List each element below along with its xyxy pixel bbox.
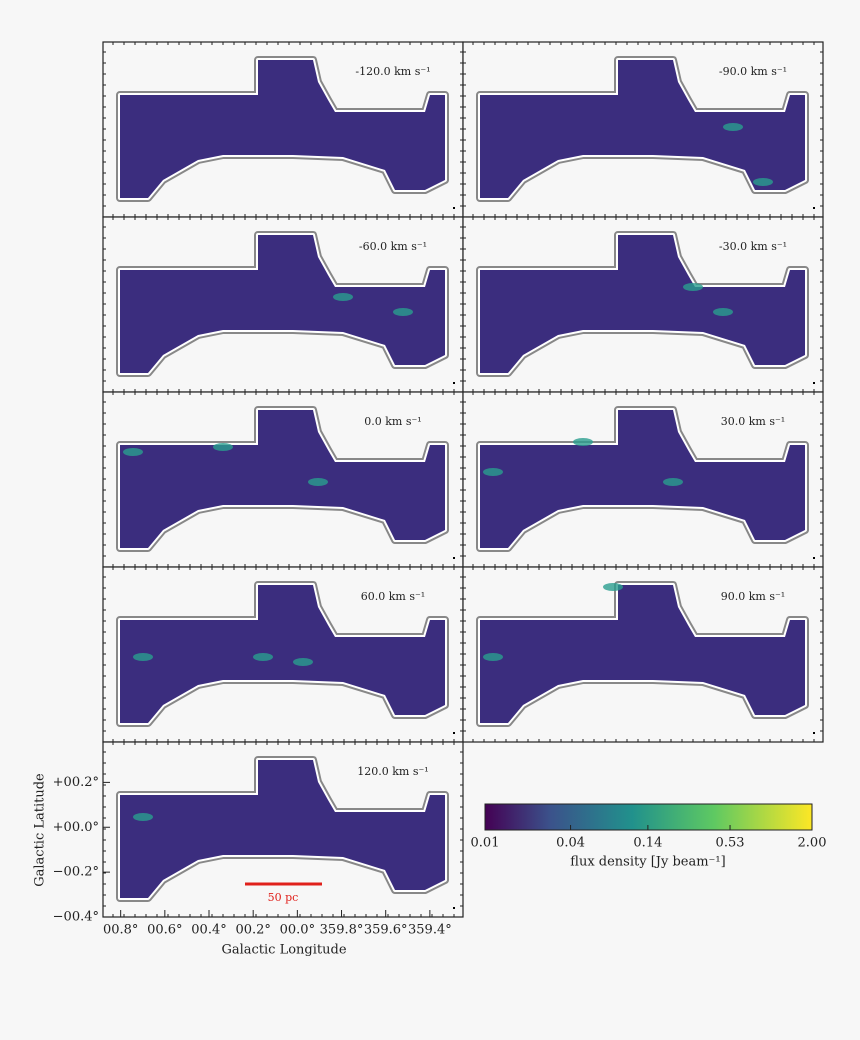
emission [573, 438, 593, 446]
beam [813, 382, 815, 384]
x-tick-label: 00.8° [103, 923, 138, 938]
beam [813, 207, 815, 209]
velocity-label: 60.0 km s⁻¹ [361, 590, 425, 603]
velocity-label: 0.0 km s⁻¹ [364, 415, 421, 428]
y-tick-label: −00.4° [53, 910, 99, 925]
emission [133, 813, 153, 821]
colorbar-tick-label: 0.14 [633, 836, 662, 851]
emission [663, 478, 683, 486]
x-tick-label: 359.8° [320, 923, 364, 938]
beam [453, 382, 455, 384]
colorbar-tick-label: 0.04 [556, 836, 585, 851]
emission [133, 653, 153, 661]
map [480, 235, 805, 373]
emission [293, 658, 313, 666]
panels: -120.0 km s⁻¹ -90.0 km s⁻¹ -60.0 km s⁻¹ -30… [102, 41, 824, 918]
beam [453, 557, 455, 559]
colorbar-tick-label: 2.00 [798, 836, 827, 851]
map [480, 585, 805, 723]
map [120, 235, 445, 373]
emission [393, 308, 413, 316]
emission [253, 653, 273, 661]
emission [753, 178, 773, 186]
emission [123, 448, 143, 456]
velocity-label: -90.0 km s⁻¹ [719, 65, 787, 78]
emission [713, 308, 733, 316]
x-tick-label: 00.2° [235, 923, 270, 938]
map [120, 410, 445, 548]
velocity-label: -120.0 km s⁻¹ [355, 65, 430, 78]
emission [603, 583, 623, 591]
emission [483, 653, 503, 661]
velocity-label: 30.0 km s⁻¹ [721, 415, 785, 428]
y-tick-label: +00.0° [53, 820, 99, 835]
x-axis-label: Galactic Longitude [221, 943, 346, 958]
y-axis-label: Galactic Latitude [33, 773, 48, 887]
y-tick-label: −00.2° [53, 865, 99, 880]
beam [813, 732, 815, 734]
map [480, 410, 805, 548]
x-tick-label: 359.6° [364, 923, 408, 938]
velocity-label: 120.0 km s⁻¹ [357, 765, 428, 778]
emission [308, 478, 328, 486]
velocity-label: -60.0 km s⁻¹ [359, 240, 427, 253]
emission [333, 293, 353, 301]
beam [453, 732, 455, 734]
colorbar [484, 803, 813, 831]
colorbar-label: flux density [Jy beam⁻¹] [570, 855, 725, 870]
emission [483, 468, 503, 476]
emission [213, 443, 233, 451]
beam [813, 557, 815, 559]
emission [683, 283, 703, 291]
y-tick-label: +00.2° [53, 775, 99, 790]
x-tick-label: 00.4° [191, 923, 226, 938]
x-tick-label: 00.6° [147, 923, 182, 938]
colorbar-tick-label: 0.01 [471, 836, 500, 851]
emission [723, 123, 743, 131]
scale-bar-label: 50 pc [268, 891, 299, 904]
x-tick-label: 359.4° [408, 923, 452, 938]
x-tick-label: 00.0° [280, 923, 315, 938]
map [120, 60, 445, 198]
velocity-label: 90.0 km s⁻¹ [721, 590, 785, 603]
map [480, 60, 805, 198]
colorbar-tick-label: 0.53 [716, 836, 745, 851]
beam [453, 907, 455, 909]
velocity-label: -30.0 km s⁻¹ [719, 240, 787, 253]
map [120, 760, 445, 898]
map [120, 585, 445, 723]
beam [453, 207, 455, 209]
